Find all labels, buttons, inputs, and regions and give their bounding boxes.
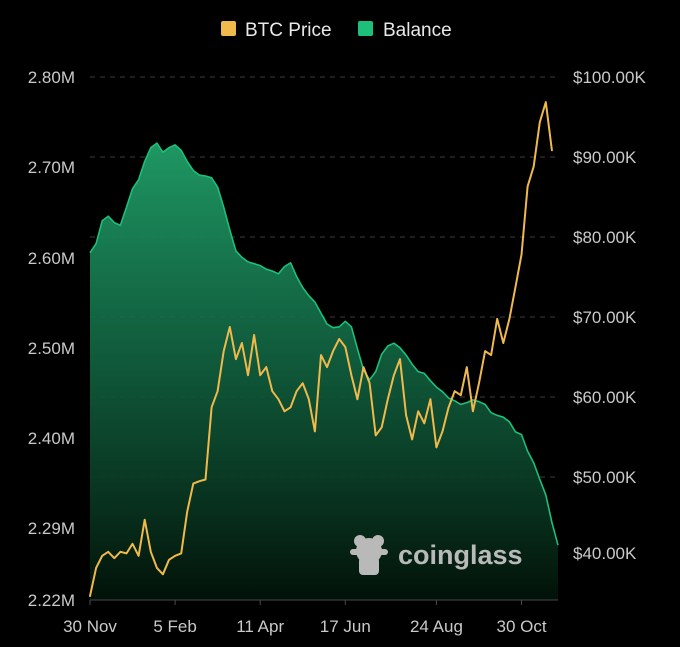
y-left-tick-label: 2.50M (28, 339, 75, 358)
coinglass-logo-icon (350, 535, 388, 575)
x-tick-label: 11 Apr (236, 617, 284, 636)
y-right-axis: $100.00K $90.00K $80.00K $70.00K $60.00K $50.… (573, 68, 646, 563)
btc-price-line (89, 101, 553, 597)
y-left-tick-label: 2.60M (28, 249, 75, 268)
x-tick-label: 17 Jun (320, 617, 371, 636)
balance-area (90, 143, 558, 600)
legend-label-btc-price: BTC Price (245, 20, 332, 41)
y-right-tick-label: $70.00K (573, 308, 637, 327)
y-left-axis: 2.80M 2.70M 2.60M 2.50M 2.40M 2.29M 2.22M (28, 68, 75, 610)
y-left-tick-label: 2.80M (28, 68, 75, 87)
legend-item-balance[interactable]: Balance (358, 20, 452, 41)
legend-swatch-balance (358, 21, 373, 36)
y-left-tick-label: 2.40M (28, 429, 75, 448)
y-right-tick-label: $40.00K (573, 544, 637, 563)
x-axis: 30 Nov 5 Feb 11 Apr 17 Jun 24 Aug 30 Oct (63, 600, 547, 636)
legend-label-balance: Balance (383, 20, 452, 41)
y-right-tick-label: $80.00K (573, 228, 637, 247)
x-tick-label: 30 Oct (496, 617, 546, 636)
y-right-tick-label: $90.00K (573, 148, 637, 167)
legend-item-btc-price[interactable]: BTC Price (221, 20, 332, 41)
x-tick-label: 5 Feb (153, 617, 196, 636)
x-tick-label: 24 Aug (410, 617, 463, 636)
y-left-tick-label: 2.70M (28, 158, 75, 177)
y-left-tick-label: 2.22M (28, 591, 75, 610)
y-right-tick-label: $50.00K (573, 468, 637, 487)
balance-line (89, 142, 559, 546)
y-right-tick-label: $100.00K (573, 68, 646, 87)
legend-swatch-btc-price (221, 21, 236, 36)
watermark: coinglass (350, 535, 523, 575)
watermark-text: coinglass (398, 540, 523, 570)
y-left-tick-label: 2.29M (28, 519, 75, 538)
x-tick-label: 30 Nov (63, 617, 117, 636)
legend: BTC Price Balance (221, 20, 452, 41)
y-right-tick-label: $60.00K (573, 388, 637, 407)
